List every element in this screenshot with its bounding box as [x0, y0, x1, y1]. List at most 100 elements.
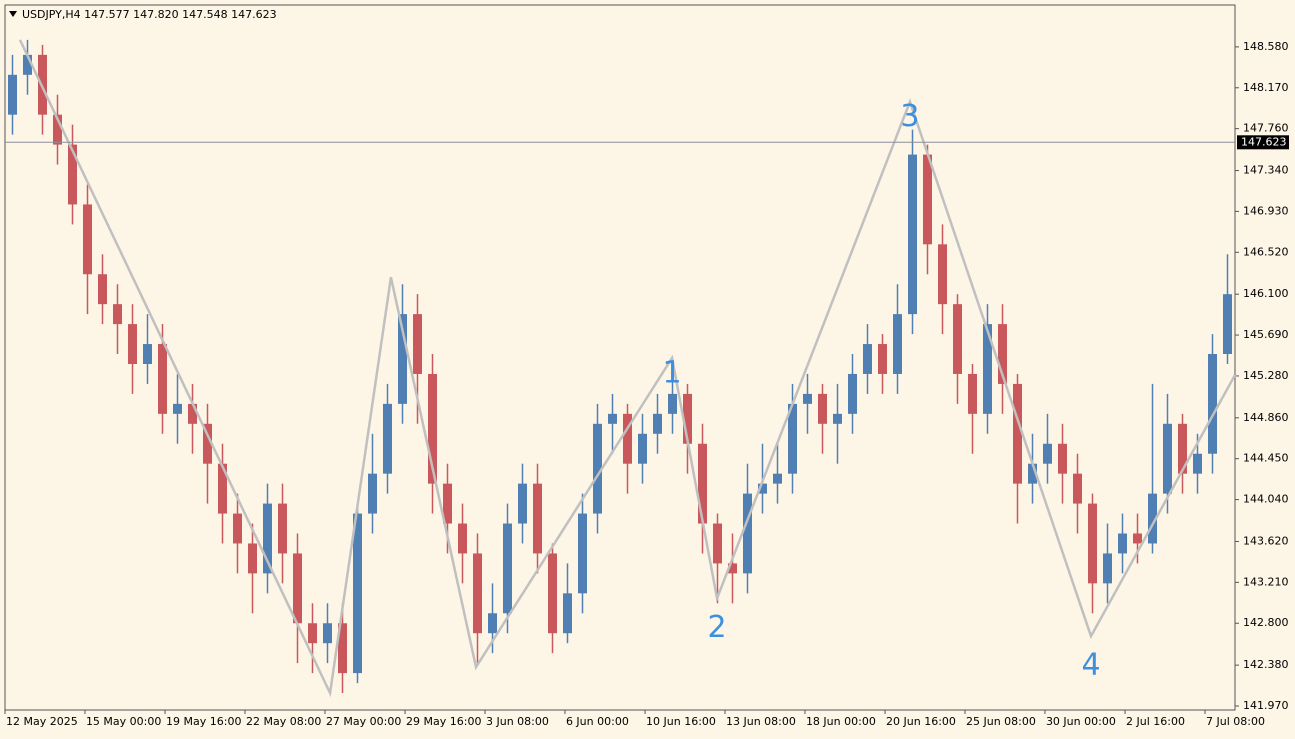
candle-body	[623, 413, 632, 464]
wave-label: 3	[900, 99, 919, 134]
candle-body	[263, 503, 272, 574]
y-tick-label: 148.580	[1243, 40, 1289, 53]
candle-body	[1208, 354, 1217, 454]
candle-body	[1103, 553, 1112, 584]
candle-body	[833, 413, 842, 424]
candle-body	[653, 413, 662, 434]
candle-body	[23, 54, 32, 75]
candle-body	[968, 373, 977, 414]
candle-body	[728, 563, 737, 574]
menu-arrow[interactable]	[9, 11, 17, 17]
candle-body	[908, 154, 917, 315]
x-tick-label: 15 May 00:00	[86, 715, 161, 728]
y-tick-label: 148.170	[1243, 81, 1289, 94]
wave-label: 4	[1081, 648, 1100, 683]
candle-body	[923, 154, 932, 245]
candle-body	[218, 463, 227, 514]
candle-body	[68, 144, 77, 205]
candle-body	[458, 523, 467, 554]
wave-label: 1	[663, 355, 682, 390]
plot-border	[4, 4, 1236, 711]
candle-body	[878, 344, 887, 374]
candle-body	[533, 483, 542, 554]
candle-body	[233, 513, 242, 544]
y-tick-label: 144.450	[1243, 452, 1289, 465]
y-tick-label: 146.930	[1243, 204, 1289, 217]
x-tick-label: 6 Jun 00:00	[566, 715, 629, 728]
x-tick-label: 19 May 16:00	[166, 715, 241, 728]
candle-body	[668, 393, 677, 414]
x-tick-label: 25 Jun 08:00	[966, 715, 1036, 728]
x-tick-label: 18 Jun 00:00	[806, 715, 876, 728]
candle-body	[1028, 463, 1037, 484]
candle-body	[98, 274, 107, 305]
candle-body	[443, 483, 452, 524]
candle-body	[1088, 503, 1097, 584]
candle-body	[308, 623, 317, 644]
candle-body	[188, 403, 197, 424]
candle-body	[368, 473, 377, 514]
candle-body	[983, 324, 992, 414]
candle-body	[323, 623, 332, 644]
candle-body	[998, 324, 1007, 384]
chart-title: USDJPY,H4 147.577 147.820 147.548 147.62…	[22, 8, 277, 21]
candle-body	[1013, 383, 1022, 484]
candle-body	[1058, 443, 1067, 474]
candle-body	[428, 373, 437, 484]
x-tick-label: 10 Jun 16:00	[646, 715, 716, 728]
y-tick-label: 144.040	[1243, 493, 1289, 506]
zigzag-line	[18, 39, 1237, 698]
candle-body	[1178, 423, 1187, 474]
candle-body	[398, 314, 407, 404]
candle-body	[593, 423, 602, 514]
x-tick-label: 22 May 08:00	[246, 715, 321, 728]
y-tick-label: 142.800	[1243, 616, 1289, 629]
candle-body	[503, 523, 512, 614]
candle-body	[338, 623, 347, 674]
x-tick-label: 29 May 16:00	[406, 715, 481, 728]
current-price-box	[1237, 135, 1289, 150]
candle-body	[803, 393, 812, 404]
candle-body	[863, 344, 872, 374]
candle-body	[473, 553, 482, 634]
candle-body	[893, 314, 902, 374]
candle-body	[1148, 493, 1157, 544]
x-tick-label: 30 Jun 00:00	[1046, 715, 1116, 728]
candle-body	[173, 403, 182, 414]
candle-body	[773, 473, 782, 484]
x-tick-label: 27 May 00:00	[326, 715, 401, 728]
y-tick-label: 147.340	[1243, 164, 1289, 177]
candle-body	[128, 324, 137, 364]
candle-body	[278, 503, 287, 554]
y-tick-label: 143.210	[1243, 575, 1289, 588]
x-tick-label: 3 Jun 08:00	[486, 715, 549, 728]
candle-body	[743, 493, 752, 574]
candle-body	[848, 373, 857, 414]
candle-body	[83, 204, 92, 275]
candle-body	[638, 433, 647, 464]
candle-body	[248, 543, 257, 574]
y-tick-label: 143.620	[1243, 534, 1289, 547]
y-tick-label: 146.100	[1243, 287, 1289, 300]
candle-body	[293, 553, 302, 624]
x-tick-label: 12 May 2025	[6, 715, 78, 728]
candle-body	[53, 114, 62, 145]
candle-body	[938, 244, 947, 305]
candle-body	[1133, 533, 1142, 544]
candle-body	[608, 413, 617, 424]
candle-body	[563, 593, 572, 634]
x-tick-label: 20 Jun 16:00	[886, 715, 956, 728]
candle-body	[818, 393, 827, 424]
candle-body	[578, 513, 587, 594]
candle-body	[383, 403, 392, 474]
candle-body	[1193, 453, 1202, 474]
candle-body	[1163, 423, 1172, 494]
candle-body	[158, 344, 167, 414]
candle-body	[1118, 533, 1127, 554]
candle-body	[758, 483, 767, 494]
candle-body	[413, 314, 422, 374]
candle-body	[488, 613, 497, 634]
candle-body	[518, 483, 527, 524]
